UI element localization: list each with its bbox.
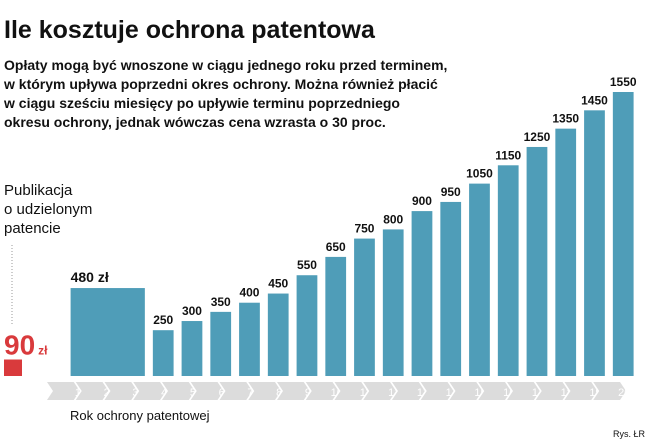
subtitle-line: Opłaty mogą być wnoszone w ciągu jednego… — [4, 57, 447, 73]
data-label: 1450 — [581, 93, 608, 107]
data-label: 1150 — [495, 148, 521, 162]
x-tick-label: 3 — [132, 387, 138, 399]
subtitle-line: w którym upływa poprzedni okres ochrony.… — [3, 76, 438, 92]
data-label: 300 — [182, 304, 202, 318]
subtitle-line: w ciągu sześciu miesięcy po upływie term… — [3, 95, 400, 111]
bar — [267, 293, 289, 376]
x-tick-chevron — [507, 382, 540, 400]
publication-value: 90 — [4, 330, 35, 361]
x-tick-label: 4 — [161, 387, 167, 399]
x-tick-chevron — [564, 382, 598, 400]
x-tick-label: 2 — [104, 387, 110, 399]
data-label: 1350 — [552, 112, 579, 126]
x-tick-label: 6 — [219, 387, 225, 399]
bar — [584, 110, 605, 377]
x-tick-chevron — [449, 382, 483, 400]
x-tick-chevron — [162, 382, 195, 400]
data-label: 800 — [383, 212, 403, 226]
x-tick-chevron — [104, 382, 138, 400]
bar — [440, 201, 462, 376]
bar — [497, 165, 519, 376]
data-label: 480 zł — [71, 269, 109, 285]
bar — [181, 321, 203, 376]
subtitle-line: okresu ochrony, jednak wówczas cena wzra… — [4, 114, 386, 130]
publication-label: 90 zł — [4, 330, 48, 361]
data-label: 650 — [326, 240, 346, 254]
bar — [325, 256, 347, 376]
x-tick-chevron — [133, 382, 166, 400]
annotation-line: o udzielonym — [4, 201, 92, 218]
x-tick-chevron — [190, 382, 224, 400]
source: Rys. ŁR — [613, 429, 646, 439]
x-tick-chevron — [535, 382, 569, 400]
x-tick-chevron — [248, 382, 281, 400]
data-label: 400 — [239, 286, 259, 300]
data-label: 750 — [354, 222, 374, 236]
x-tick-label: 5 — [190, 387, 196, 399]
bar — [70, 288, 145, 376]
x-tick-chevron — [420, 382, 454, 400]
x-tick-chevron — [334, 382, 368, 400]
data-label: 350 — [211, 295, 231, 309]
bar — [411, 211, 433, 376]
x-tick-chevron — [392, 382, 425, 400]
data-label: 250 — [153, 313, 173, 327]
x-tick-label: 9 — [305, 387, 311, 399]
x-tick-chevron — [277, 382, 310, 400]
bar — [469, 183, 490, 376]
x-tick-label: 11 — [360, 387, 371, 399]
chart-title: Ile kosztuje ochrona patentowa — [4, 16, 376, 44]
bar — [239, 302, 260, 376]
data-label: 450 — [268, 277, 288, 291]
bar — [296, 275, 318, 376]
x-tick-label: 7 — [247, 387, 253, 399]
x-tick-chevron — [47, 382, 80, 400]
bar — [526, 146, 548, 376]
x-tick-chevron — [305, 382, 339, 400]
data-label: 1250 — [524, 130, 551, 144]
x-tick-chevron — [75, 382, 109, 400]
annotation-line: Publikacja — [4, 182, 73, 199]
x-tick-chevron — [363, 382, 396, 400]
x-tick-chevron — [478, 382, 511, 400]
data-label: 900 — [412, 194, 432, 208]
publication-bar — [4, 359, 22, 376]
x-tick-chevron — [593, 382, 626, 400]
x-axis-label: Rok ochrony patentowej — [70, 408, 210, 423]
annotation-line: patencie — [4, 220, 61, 237]
x-tick-chevron — [219, 382, 253, 400]
bar — [152, 330, 174, 376]
data-label: 950 — [441, 185, 461, 199]
bar — [555, 128, 577, 376]
bar — [354, 238, 375, 376]
bar — [210, 311, 232, 376]
data-label: 1050 — [466, 167, 493, 181]
bar — [382, 229, 404, 376]
x-tick-label: 1 — [75, 387, 81, 399]
publication-unit: zł — [38, 344, 48, 358]
data-label: 1550 — [610, 75, 637, 89]
data-label: 550 — [297, 258, 317, 272]
x-tick-label: 20 — [618, 387, 630, 399]
x-tick-label: 8 — [276, 387, 282, 399]
bar — [612, 92, 634, 376]
